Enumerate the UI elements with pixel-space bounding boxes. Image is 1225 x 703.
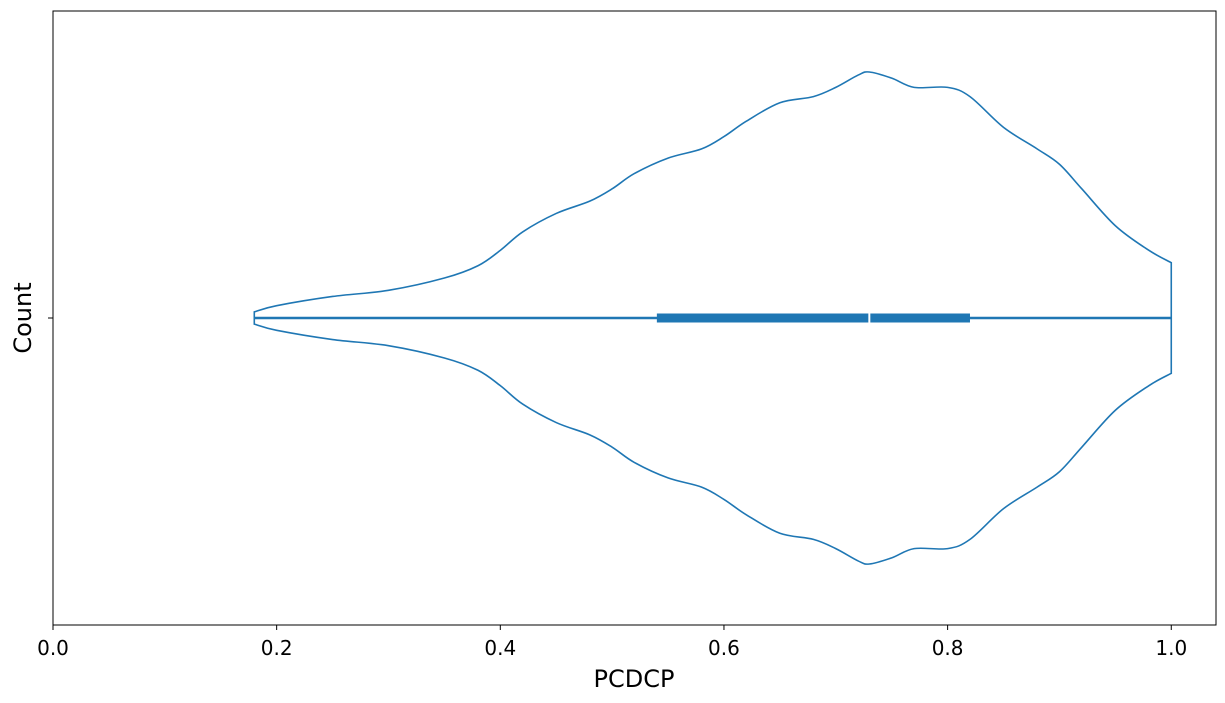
x-tick-label: 0.6: [708, 636, 740, 660]
x-tick-label: 0.2: [261, 636, 293, 660]
x-axis-label: PCDCP: [594, 665, 675, 693]
x-tick-label: 0.8: [932, 636, 964, 660]
x-tick-label: 1.0: [1155, 636, 1187, 660]
violin-layer: [253, 71, 1173, 565]
iqr-box: [656, 313, 970, 323]
x-tick-label: 0.0: [37, 636, 69, 660]
y-axis-label: Count: [9, 282, 37, 353]
x-tick-label: 0.4: [484, 636, 516, 660]
x-axis-ticks: 0.0 0.2 0.4 0.6 0.8 1.0: [37, 625, 1187, 660]
violin-body: [253, 71, 1173, 565]
